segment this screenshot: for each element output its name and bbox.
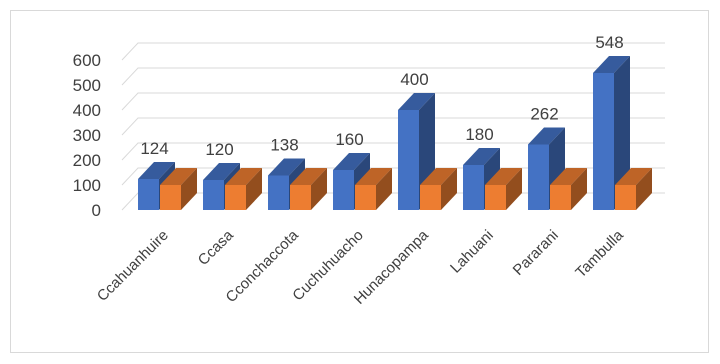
gridline	[121, 92, 665, 111]
bar-series-2	[225, 168, 262, 210]
x-tick-label: Tambulla	[572, 226, 627, 281]
bar-series-2	[355, 168, 392, 210]
y-tick-label: 500	[73, 76, 101, 95]
data-label: 138	[270, 136, 298, 155]
bar-series-2	[160, 168, 197, 210]
gridline	[121, 142, 665, 161]
y-tick-label: 300	[73, 126, 101, 145]
bars	[138, 56, 652, 210]
y-axis: 0 100 200 300 400 500 600	[73, 51, 101, 220]
data-label: 262	[530, 105, 558, 124]
gridline	[121, 117, 665, 136]
y-tick-label: 100	[73, 176, 101, 195]
gridline	[121, 42, 665, 61]
data-label: 548	[595, 33, 623, 52]
y-tick-label: 400	[73, 101, 101, 120]
x-tick-label: Pararani	[510, 227, 562, 279]
x-axis: Ccahuanhuire CcasaCconchaccotaCuchuhuacho…	[94, 226, 628, 307]
data-label: 124	[140, 139, 168, 158]
x-tick-label: Ccahuanhuire	[94, 227, 172, 305]
gridline	[121, 67, 665, 86]
y-tick-label: 200	[73, 151, 101, 170]
bar-series-2	[290, 168, 327, 210]
bar-series-1	[593, 56, 630, 210]
data-labels: 124 120 138 160 400 180 262 548	[140, 33, 623, 159]
data-label: 400	[400, 70, 428, 89]
x-tick-label: Ccasa	[195, 226, 238, 269]
data-label: 180	[465, 125, 493, 144]
y-tick-label: 600	[73, 51, 101, 70]
bar-series-2	[550, 168, 587, 210]
bar-series-2	[420, 168, 457, 210]
bar-series-2	[485, 168, 522, 210]
data-label: 120	[205, 140, 233, 159]
data-label: 160	[335, 130, 363, 149]
y-tick-label: 0	[92, 201, 101, 220]
bar-series-2	[615, 168, 652, 210]
x-tick-label: Lahuani	[447, 227, 497, 277]
